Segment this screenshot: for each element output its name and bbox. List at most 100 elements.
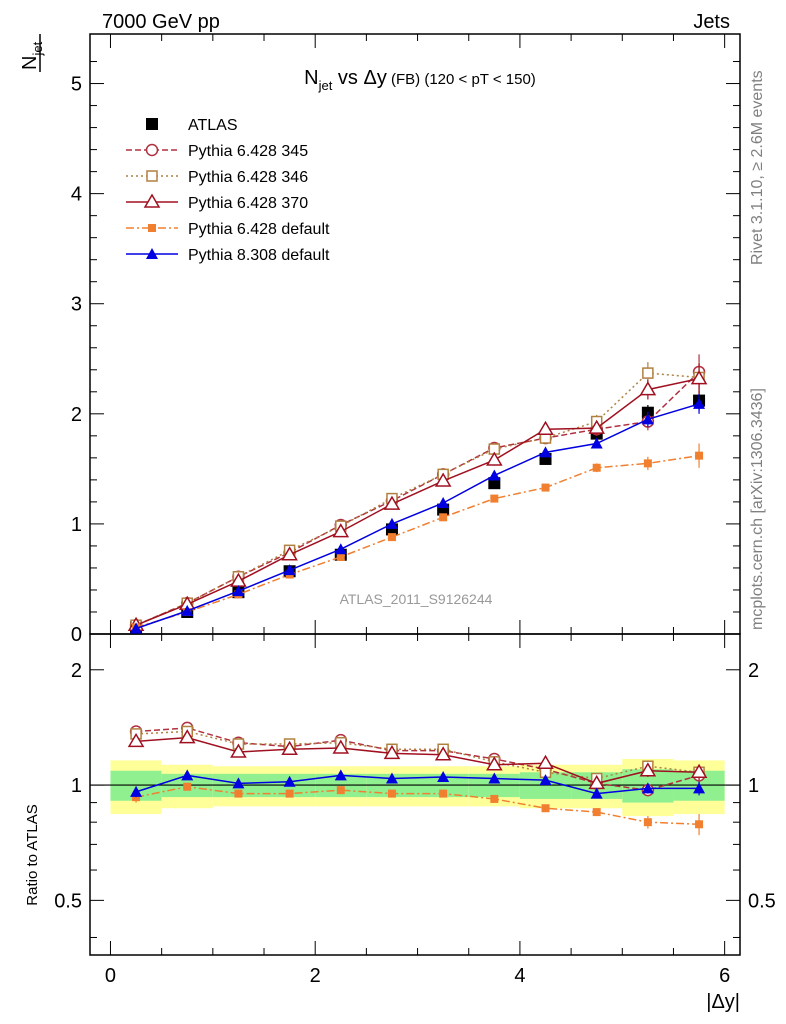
- ratio-series-pythia-6-428-default: [132, 782, 704, 836]
- x-tick-label: 2: [310, 965, 321, 987]
- legend-entry: Pythia 6.428 346: [126, 169, 308, 186]
- data-point: [332, 523, 350, 538]
- ratio-y-label: Ratio to ATLAS: [24, 804, 41, 905]
- data-point: [641, 782, 654, 794]
- main-y-tick-label: 2: [71, 404, 82, 426]
- main-y-tick-label: 1: [71, 514, 82, 536]
- data-point: [434, 746, 452, 761]
- data-point: [690, 763, 708, 779]
- data-point: [234, 789, 243, 798]
- main-series-pythia-8-308-default: [130, 394, 706, 634]
- data-point: [387, 533, 396, 542]
- ratio-y-tick-label: 0.5: [54, 890, 82, 912]
- data-point: [537, 754, 554, 770]
- rivet-label: Rivet 3.1.10, ≥ 2.6M events: [749, 70, 766, 265]
- data-point: [285, 789, 294, 798]
- data-point: [334, 769, 347, 781]
- x-axis-label: |Δy|: [706, 991, 740, 1013]
- data-point: [145, 143, 159, 157]
- data-point: [437, 496, 450, 508]
- data-point: [130, 622, 143, 634]
- data-point: [336, 786, 345, 795]
- legend-entry: Pythia 6.428 345: [126, 143, 308, 160]
- data-point: [539, 774, 552, 786]
- data-point: [641, 413, 654, 425]
- series-line: [135, 454, 700, 629]
- data-point: [588, 419, 605, 434]
- data-point: [232, 777, 245, 789]
- legend-label: Pythia 6.428 default: [188, 221, 330, 238]
- data-point: [490, 494, 499, 503]
- data-point: [695, 451, 704, 460]
- data-point: [230, 743, 247, 758]
- ratio-y-tick-label: 2: [71, 660, 82, 682]
- legend-label: Pythia 6.428 345: [188, 143, 308, 160]
- x-tick-label: 4: [514, 965, 525, 987]
- data-point: [146, 118, 158, 130]
- data-series: [127, 354, 708, 836]
- data-point: [693, 782, 706, 794]
- data-point: [488, 772, 501, 784]
- data-point: [385, 517, 398, 529]
- ratio-frame: [89, 633, 741, 956]
- legend-entry: Pythia 6.428 370: [126, 193, 308, 212]
- main-title: Njet vs Δy (FB) (120 < pT < 150): [304, 67, 536, 93]
- x-tick-label: 0: [105, 965, 116, 987]
- series-line: [135, 372, 700, 626]
- legend-label: ATLAS: [188, 117, 238, 134]
- data-point: [537, 420, 554, 435]
- main-y-tick-label: 4: [71, 184, 82, 206]
- data-point: [232, 585, 245, 597]
- data-point: [490, 794, 499, 803]
- data-point: [146, 170, 158, 182]
- data-point: [590, 437, 603, 449]
- data-point: [693, 397, 706, 409]
- ratio-y-tick-label-right: 0.5: [748, 890, 776, 912]
- legend: ATLAS Pythia 6.428 345 Pythia 6.428 346 Pyt…: [126, 117, 330, 264]
- data-point: [281, 740, 298, 756]
- series-line: [135, 371, 700, 626]
- series-line: [136, 727, 700, 791]
- data-point: [434, 472, 452, 487]
- main-y-tick-label: 0: [71, 624, 82, 646]
- data-point: [178, 729, 196, 744]
- data-point: [639, 762, 657, 777]
- legend-label: Pythia 6.428 346: [188, 169, 308, 186]
- legend-entry: Pythia 8.308 default: [126, 247, 330, 264]
- data-point: [539, 446, 552, 458]
- data-point: [541, 483, 550, 492]
- ratio-y-tick-label: 1: [71, 775, 82, 797]
- header-left: 7000 GeV pp: [102, 11, 220, 33]
- data-point: [643, 459, 652, 468]
- data-point: [488, 469, 501, 481]
- data-point: [334, 543, 347, 555]
- data-point: [130, 785, 143, 797]
- ratio-series-pythia-6-428-370: [127, 729, 708, 790]
- legend-label: Pythia 8.308 default: [188, 247, 330, 264]
- main-series-pythia-6-428-346: [130, 362, 705, 631]
- data-point: [541, 804, 550, 813]
- data-point: [383, 744, 401, 760]
- data-point: [387, 789, 396, 798]
- legend-label: Pythia 6.428 370: [188, 195, 308, 212]
- data-point: [439, 513, 448, 522]
- data-point: [383, 495, 401, 510]
- data-point: [695, 820, 704, 829]
- data-point: [592, 808, 601, 817]
- data-point: [385, 772, 398, 784]
- legend-entry: ATLAS: [146, 117, 238, 134]
- data-point: [486, 756, 503, 771]
- data-point: [590, 787, 603, 799]
- data-point: [148, 224, 156, 232]
- data-point: [183, 782, 192, 791]
- data-point: [643, 818, 652, 827]
- series-line: [136, 730, 700, 780]
- data-point: [143, 193, 161, 208]
- ratio-y-tick-label-right: 2: [748, 660, 759, 682]
- data-point: [146, 248, 158, 259]
- ratio-series-pythia-8-308-default: [130, 769, 706, 799]
- data-point: [336, 552, 345, 561]
- analysis-watermark: ATLAS_2011_S9126244: [340, 591, 493, 607]
- data-point: [181, 604, 194, 616]
